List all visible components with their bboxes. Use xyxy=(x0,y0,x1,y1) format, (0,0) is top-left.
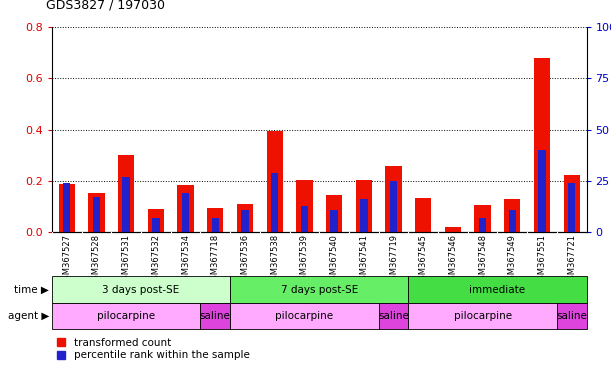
Text: GSM367551: GSM367551 xyxy=(538,233,546,285)
Bar xyxy=(474,205,491,232)
Bar xyxy=(445,227,461,232)
Text: GSM367539: GSM367539 xyxy=(300,233,309,285)
Bar xyxy=(266,131,283,232)
Bar xyxy=(557,303,587,329)
Bar xyxy=(52,303,200,329)
Bar xyxy=(390,181,397,232)
Bar xyxy=(52,276,230,303)
Text: GSM367527: GSM367527 xyxy=(62,233,71,285)
Text: GSM367528: GSM367528 xyxy=(92,233,101,285)
Bar xyxy=(326,195,342,232)
Text: saline: saline xyxy=(378,311,409,321)
Text: GSM367546: GSM367546 xyxy=(448,233,458,285)
Bar xyxy=(152,218,159,232)
Bar xyxy=(563,175,580,232)
Bar xyxy=(207,208,224,232)
Bar xyxy=(379,303,408,329)
Text: GSM367534: GSM367534 xyxy=(181,233,190,285)
Bar xyxy=(89,192,104,232)
Bar xyxy=(230,303,379,329)
Bar xyxy=(122,177,130,232)
Bar xyxy=(356,180,372,232)
Bar xyxy=(534,58,550,232)
Text: GSM367538: GSM367538 xyxy=(270,233,279,285)
Bar xyxy=(408,303,557,329)
Legend: transformed count, percentile rank within the sample: transformed count, percentile rank withi… xyxy=(57,338,250,360)
Bar xyxy=(230,276,408,303)
Text: pilocarpine: pilocarpine xyxy=(276,311,334,321)
Bar xyxy=(331,210,338,232)
Text: GSM367541: GSM367541 xyxy=(359,233,368,285)
Bar xyxy=(296,180,313,232)
Bar xyxy=(271,173,279,232)
Text: GSM367721: GSM367721 xyxy=(567,233,576,285)
Bar xyxy=(568,183,576,232)
Text: GDS3827 / 197030: GDS3827 / 197030 xyxy=(46,0,165,12)
Text: GSM367545: GSM367545 xyxy=(419,233,428,285)
Bar xyxy=(408,276,587,303)
Text: GSM367718: GSM367718 xyxy=(211,233,220,285)
Text: GSM367540: GSM367540 xyxy=(329,233,338,285)
Bar xyxy=(504,199,521,232)
Text: pilocarpine: pilocarpine xyxy=(453,311,511,321)
Text: 7 days post-SE: 7 days post-SE xyxy=(280,285,358,295)
Bar xyxy=(63,183,70,232)
Text: GSM367548: GSM367548 xyxy=(478,233,487,285)
Bar xyxy=(241,210,249,232)
Bar xyxy=(508,210,516,232)
Text: GSM367549: GSM367549 xyxy=(508,233,517,285)
Bar xyxy=(301,205,308,232)
Text: agent ▶: agent ▶ xyxy=(7,311,49,321)
Bar xyxy=(360,199,367,232)
Bar xyxy=(148,209,164,232)
Bar xyxy=(237,204,253,232)
Text: GSM367719: GSM367719 xyxy=(389,233,398,285)
Text: GSM367532: GSM367532 xyxy=(152,233,161,285)
Bar xyxy=(177,185,194,232)
Text: saline: saline xyxy=(200,311,231,321)
Text: time ▶: time ▶ xyxy=(14,285,49,295)
Text: saline: saline xyxy=(556,311,587,321)
Text: 3 days post-SE: 3 days post-SE xyxy=(103,285,180,295)
Bar xyxy=(182,193,189,232)
Bar xyxy=(538,150,546,232)
Text: GSM367536: GSM367536 xyxy=(241,233,249,285)
Text: GSM367531: GSM367531 xyxy=(122,233,131,285)
Bar xyxy=(386,166,401,232)
Bar xyxy=(118,155,134,232)
Text: pilocarpine: pilocarpine xyxy=(97,311,155,321)
Bar xyxy=(211,218,219,232)
Bar xyxy=(200,303,230,329)
Bar xyxy=(59,184,75,232)
Bar xyxy=(415,198,431,232)
Bar xyxy=(93,197,100,232)
Bar xyxy=(479,218,486,232)
Text: immediate: immediate xyxy=(469,285,525,295)
